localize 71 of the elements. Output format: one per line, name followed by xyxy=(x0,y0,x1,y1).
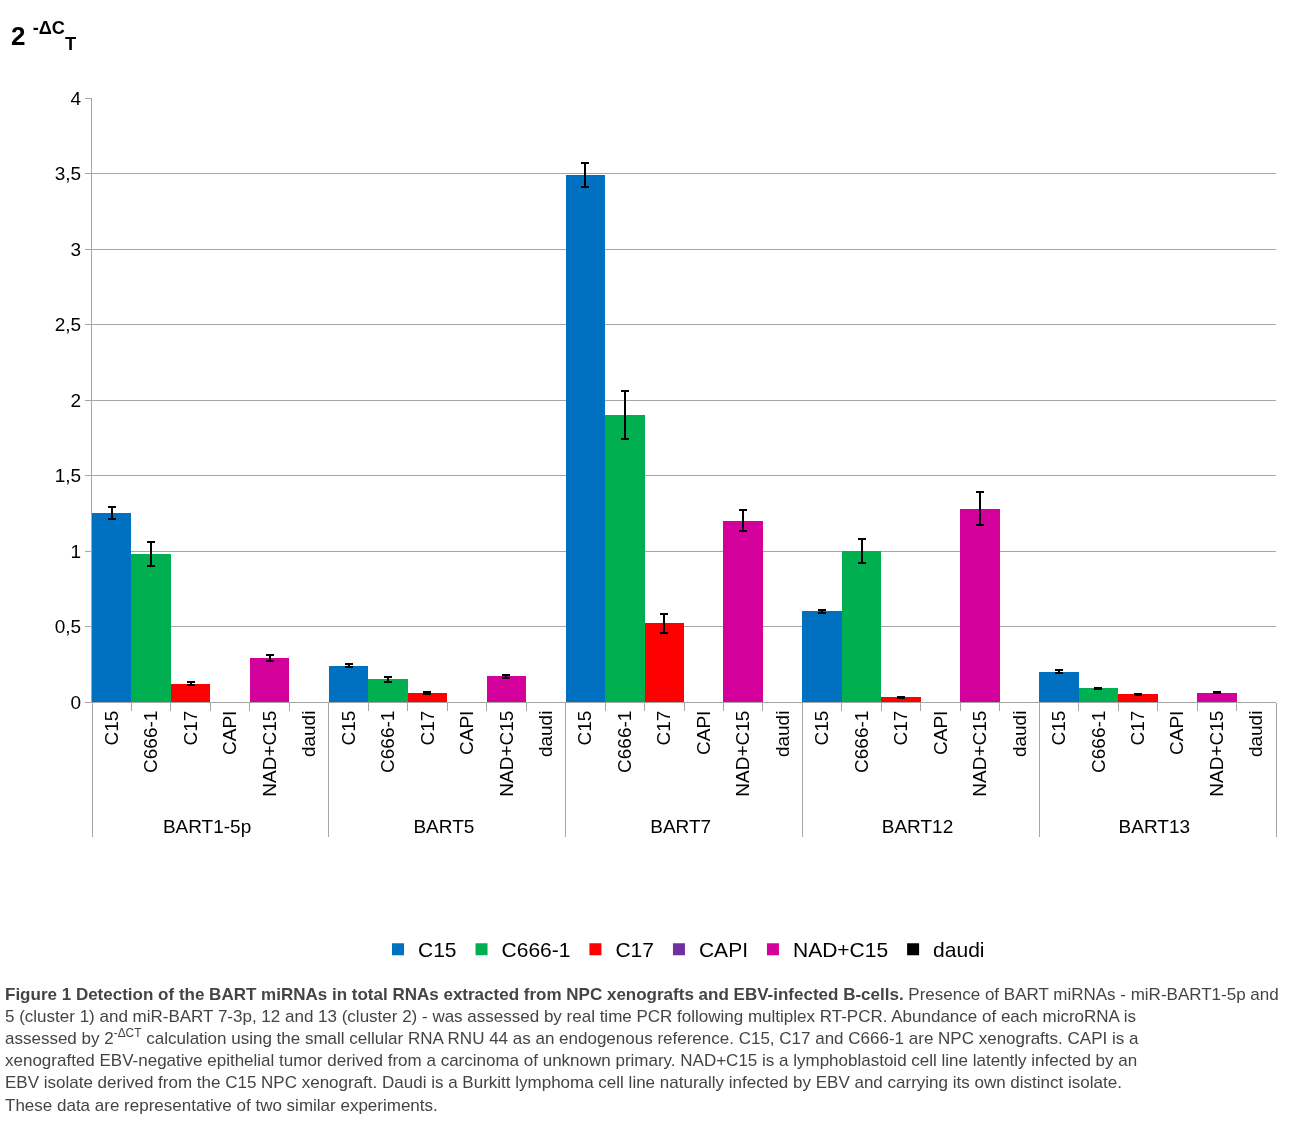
y-tick-label: 3 xyxy=(70,238,82,260)
text: C17 xyxy=(653,710,675,746)
bar xyxy=(487,676,526,702)
text: NAD+C15 xyxy=(495,710,517,797)
y-tick-label: 1 xyxy=(70,540,82,562)
text: NAD+C15 xyxy=(732,710,754,797)
text: C666-1 xyxy=(1087,710,1109,773)
bar xyxy=(1079,688,1118,702)
legend-label: NAD+C15 xyxy=(792,938,889,962)
text: C666-1 xyxy=(140,710,162,773)
text: daudi xyxy=(771,710,793,758)
bar xyxy=(802,611,842,702)
text: C17 xyxy=(179,710,201,746)
text: Figure 1 Detection of the BART miRNAs in total RNAs extracted from NPC xenografts and EBV-infected B-cells. xyxy=(5,985,904,1004)
bar xyxy=(368,679,408,702)
y-tick-label: 4 xyxy=(70,87,82,109)
text: NAD+C15 xyxy=(258,710,280,797)
bar xyxy=(131,554,171,702)
text: NAD+C15 xyxy=(969,710,991,797)
y-tick-label: 2 xyxy=(70,389,82,411)
text: C15 xyxy=(574,710,596,746)
bar xyxy=(329,666,368,702)
x-tick-label: BART5 xyxy=(413,815,475,837)
text: daudi xyxy=(535,710,557,758)
bar xyxy=(960,509,1000,702)
text: CAPI xyxy=(219,710,241,755)
y-tick-label: 0 xyxy=(70,691,82,713)
text: C15 xyxy=(100,710,122,746)
legend-label: daudi xyxy=(933,938,985,962)
text: CAPI xyxy=(692,710,714,755)
text: C666-1 xyxy=(377,710,399,773)
y-tick-label: 0,5 xyxy=(54,616,82,638)
bar xyxy=(1197,693,1237,702)
bar xyxy=(881,697,921,702)
legend-label: CAPI xyxy=(698,938,748,962)
text: daudi xyxy=(1245,710,1267,758)
bar xyxy=(92,513,131,702)
text: C17 xyxy=(1127,710,1149,746)
text: C15 xyxy=(811,710,833,746)
bar xyxy=(723,521,763,702)
text: C15 xyxy=(1048,710,1070,746)
legend-label: C15 xyxy=(418,938,457,962)
bar xyxy=(250,658,289,702)
bar xyxy=(171,684,210,702)
text: CAPI xyxy=(929,710,951,755)
y-tick-label: 1,5 xyxy=(54,465,82,487)
bar xyxy=(842,551,881,702)
text: daudi xyxy=(1008,710,1030,758)
bar xyxy=(1039,672,1079,702)
text: C17 xyxy=(890,710,912,746)
bar xyxy=(566,175,605,702)
x-tick-label: BART7 xyxy=(650,815,712,837)
legend-label: C666-1 xyxy=(501,938,571,962)
text: C17 xyxy=(416,710,438,746)
text: NAD+C15 xyxy=(1205,710,1227,797)
text: C666-1 xyxy=(613,710,635,773)
text: C666-1 xyxy=(850,710,872,773)
text: CAPI xyxy=(456,710,478,755)
x-tick-label: BART1-5p xyxy=(162,815,252,837)
x-tick-label: BART12 xyxy=(881,815,954,837)
x-tick-label: BART13 xyxy=(1118,815,1191,837)
bar xyxy=(408,693,447,702)
text: C15 xyxy=(337,710,359,746)
bar xyxy=(645,623,684,702)
bar xyxy=(1118,694,1158,702)
text: daudi xyxy=(298,710,320,758)
y-tick-label: 2,5 xyxy=(54,314,82,336)
text: CAPI xyxy=(1166,710,1188,755)
y-tick-label: 3,5 xyxy=(54,163,82,185)
legend-label: C17 xyxy=(615,938,654,962)
bar xyxy=(605,415,645,702)
